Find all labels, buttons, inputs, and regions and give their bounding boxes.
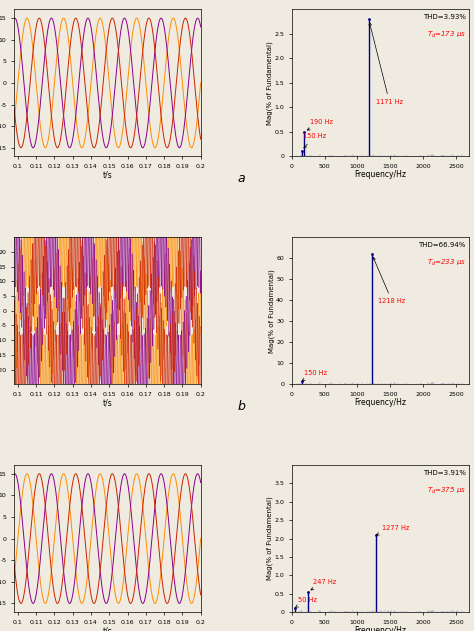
Text: $T_d$=173 μs: $T_d$=173 μs: [427, 30, 466, 40]
Text: 1171 Hz: 1171 Hz: [369, 23, 403, 105]
X-axis label: Frequency/Hz: Frequency/Hz: [355, 626, 407, 631]
Y-axis label: Mag(% of Fundamental): Mag(% of Fundamental): [266, 41, 273, 125]
Text: $T_d$=375 μs: $T_d$=375 μs: [427, 486, 466, 496]
X-axis label: t/s: t/s: [102, 398, 112, 407]
Text: $T_d$=233 μs: $T_d$=233 μs: [427, 258, 466, 268]
Text: 1218 Hz: 1218 Hz: [373, 257, 406, 305]
Text: 150 Hz: 150 Hz: [302, 370, 327, 380]
Text: 50 Hz: 50 Hz: [296, 597, 317, 607]
Text: THD=3.91%: THD=3.91%: [423, 469, 466, 476]
X-axis label: Frequency/Hz: Frequency/Hz: [355, 398, 407, 407]
Y-axis label: Mag(% of Fundamental): Mag(% of Fundamental): [268, 269, 275, 353]
Text: 150 Hz: 150 Hz: [303, 133, 326, 148]
Text: THD=66.94%: THD=66.94%: [419, 242, 466, 248]
Text: a: a: [238, 172, 246, 186]
Y-axis label: Mag(% of Fundamental): Mag(% of Fundamental): [266, 497, 273, 581]
X-axis label: t/s: t/s: [102, 626, 112, 631]
Text: THD=3.93%: THD=3.93%: [423, 14, 466, 20]
Text: c: c: [238, 628, 245, 631]
X-axis label: Frequency/Hz: Frequency/Hz: [355, 170, 407, 179]
X-axis label: t/s: t/s: [102, 170, 112, 179]
Text: 247 Hz: 247 Hz: [311, 579, 336, 590]
Text: b: b: [238, 400, 246, 413]
Text: 1277 Hz: 1277 Hz: [376, 525, 410, 535]
Text: 190 Hz: 190 Hz: [307, 119, 333, 130]
